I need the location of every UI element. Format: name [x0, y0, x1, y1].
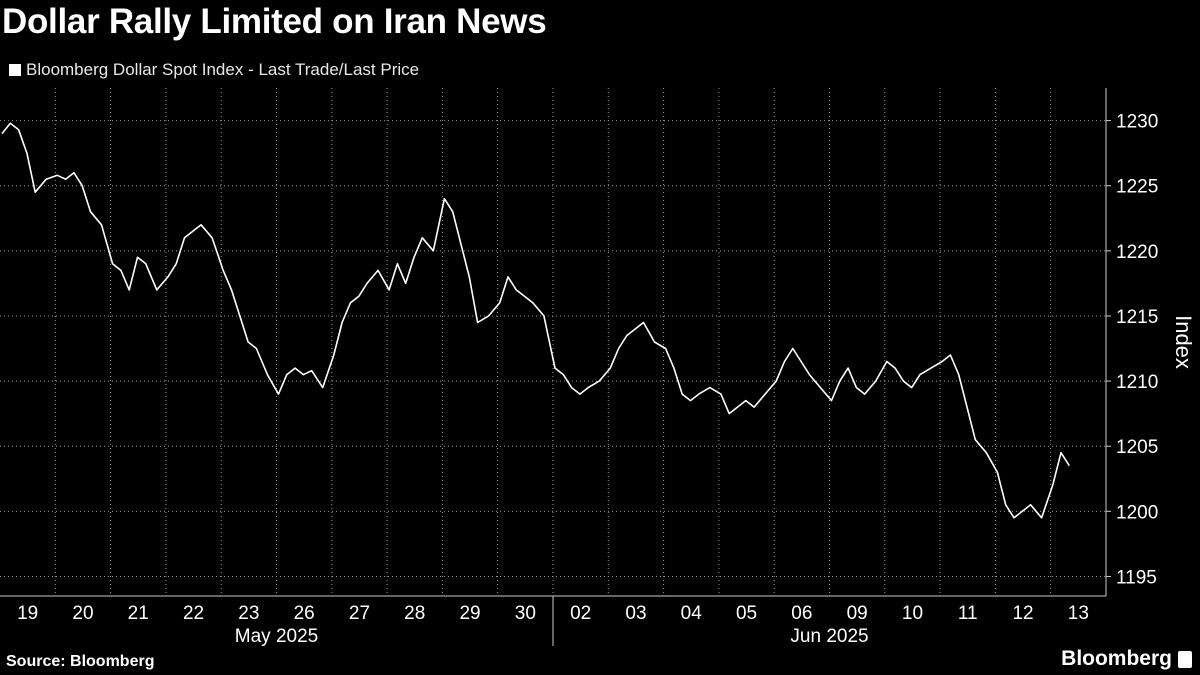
brand-label: Bloomberg	[1061, 647, 1172, 670]
x-tick-label: 06	[791, 603, 812, 624]
x-tick-label: 22	[183, 603, 204, 624]
x-tick-label: 21	[128, 603, 149, 624]
chart-title: Dollar Rally Limited on Iran News	[2, 2, 547, 41]
y-tick-label: 1195	[1116, 567, 1157, 588]
x-tick-label: 04	[681, 603, 703, 624]
y-tick-label: 1215	[1116, 307, 1158, 328]
month-label: May 2025	[235, 626, 318, 647]
x-tick-label: 09	[847, 603, 868, 624]
y-tick-label: 1210	[1116, 372, 1158, 393]
x-tick-label: 10	[902, 603, 923, 624]
x-tick-label: 12	[1012, 603, 1033, 624]
x-tick-label: 30	[515, 603, 536, 624]
x-tick-label: 27	[349, 603, 370, 624]
y-tick-label: 1230	[1116, 112, 1158, 133]
x-tick-label: 19	[17, 603, 38, 624]
y-tick-label: 1200	[1116, 502, 1158, 523]
legend-label: Bloomberg Dollar Spot Index - Last Trade…	[26, 60, 420, 79]
month-label: Jun 2025	[790, 626, 868, 647]
y-tick-label: 1220	[1116, 242, 1158, 263]
x-tick-label: 28	[404, 603, 425, 624]
series-line	[1, 122, 1070, 519]
y-tick-label: 1225	[1116, 177, 1158, 198]
bloomberg-badge-icon	[1178, 650, 1192, 668]
legend-swatch	[9, 64, 21, 76]
x-tick-label: 03	[625, 603, 646, 624]
source-note: Source: Bloomberg	[6, 653, 155, 670]
x-tick-label: 13	[1068, 603, 1089, 624]
x-tick-label: 26	[294, 603, 315, 624]
x-tick-label: 20	[72, 603, 93, 624]
bloomberg-logo: Bloomberg	[1061, 647, 1192, 671]
x-tick-label: 05	[736, 603, 757, 624]
y-axis-title: Index	[1171, 315, 1196, 369]
x-tick-label: 02	[570, 603, 591, 624]
legend: Bloomberg Dollar Spot Index - Last Trade…	[9, 60, 419, 80]
x-tick-label: 11	[958, 603, 978, 624]
x-tick-label: 29	[459, 603, 480, 624]
x-tick-label: 23	[238, 603, 259, 624]
y-tick-label: 1205	[1116, 437, 1158, 458]
